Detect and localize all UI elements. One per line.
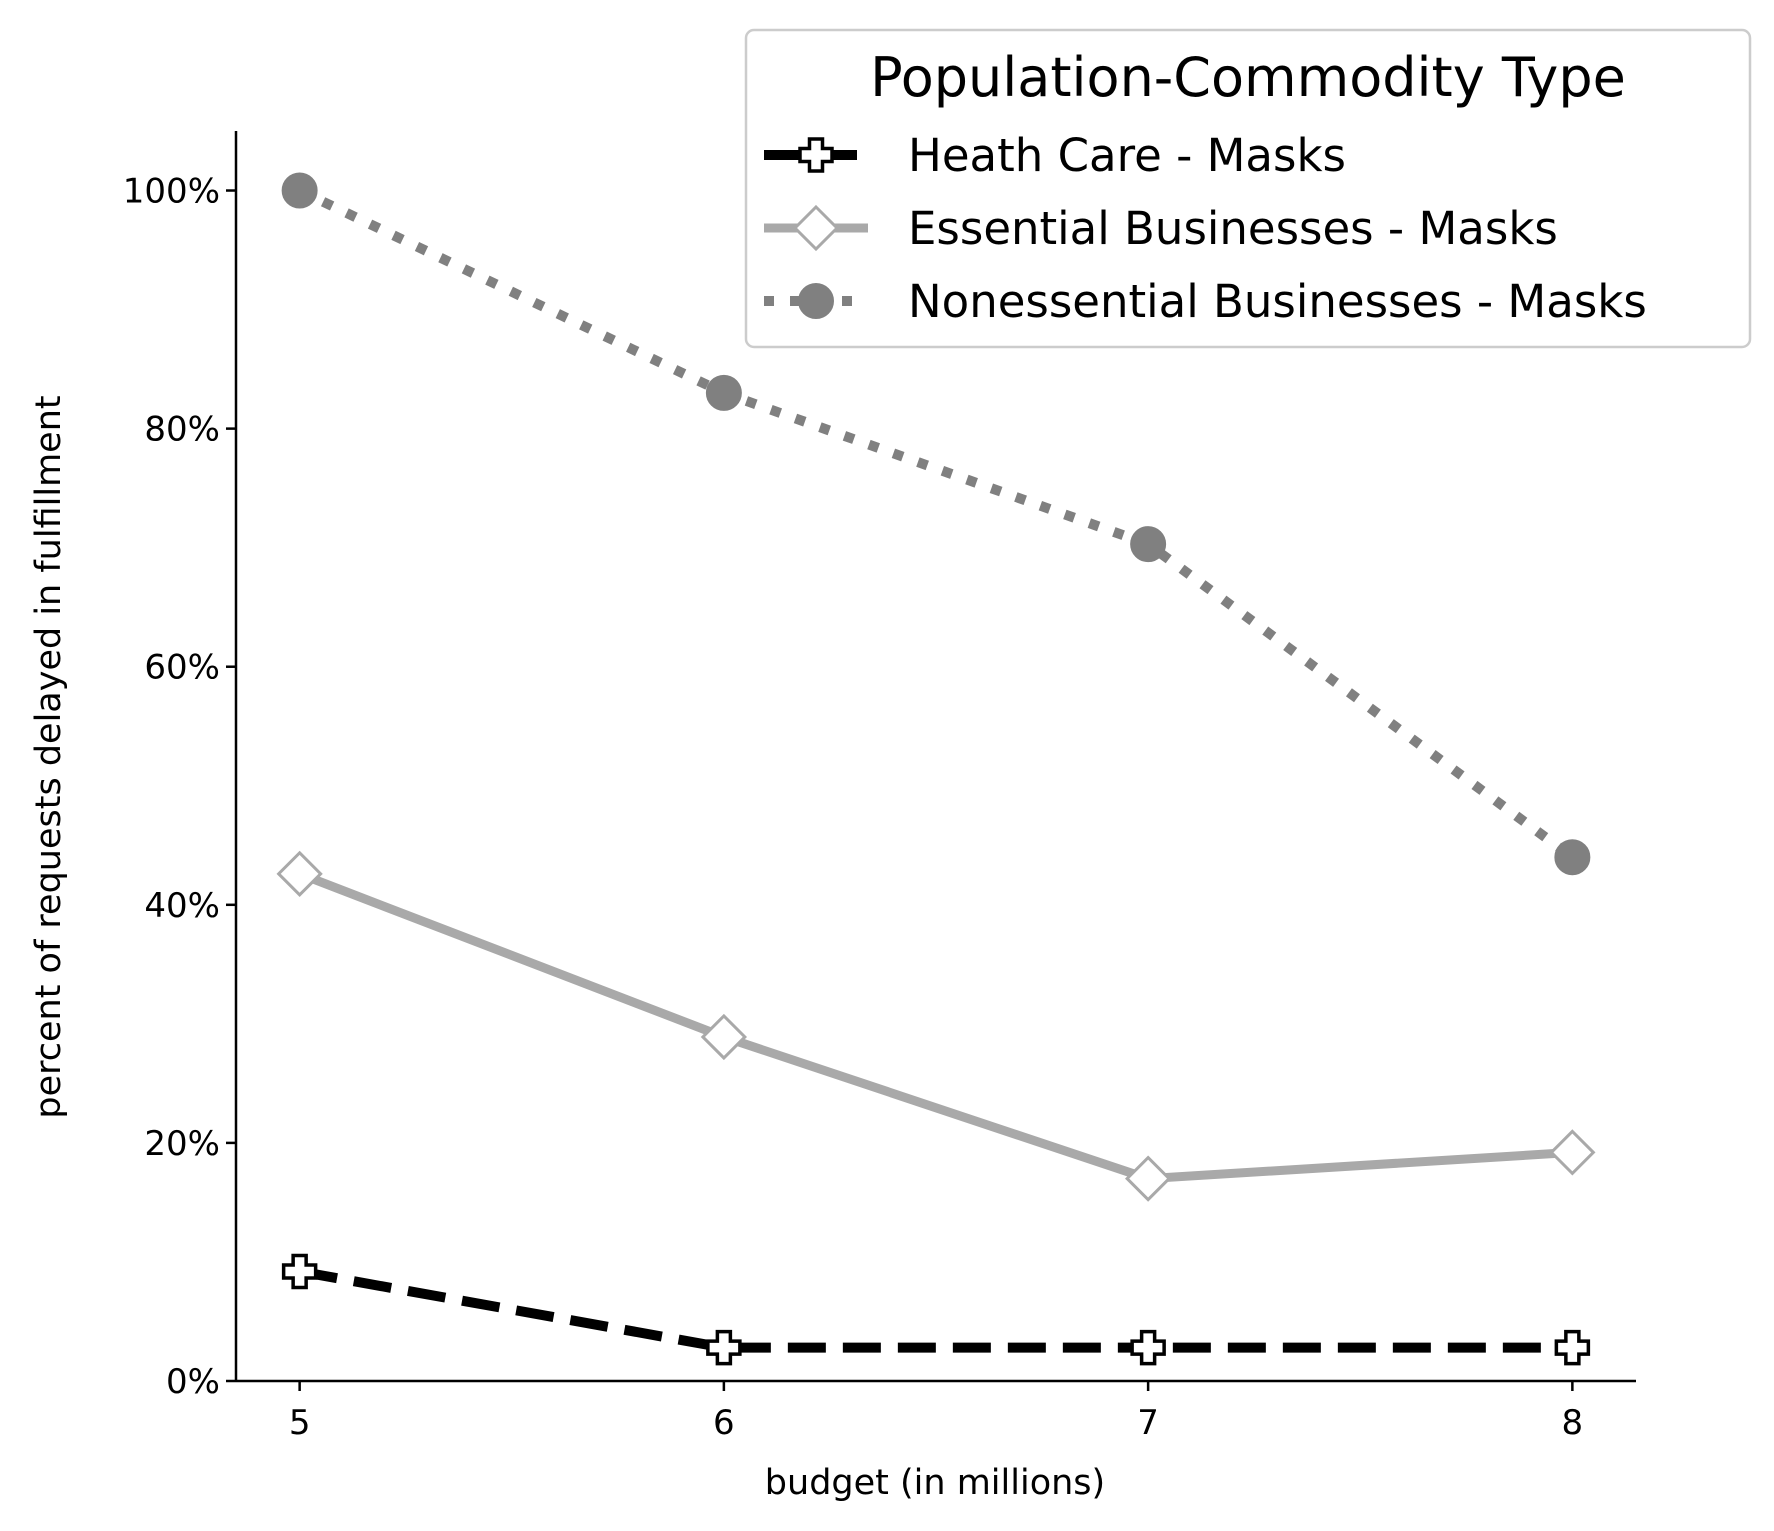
x-tick-label: 5 (289, 1403, 311, 1443)
legend-title: Population-Commodity Type (870, 46, 1626, 109)
x-tick-label: 7 (1137, 1403, 1159, 1443)
y-tick-label: 100% (123, 172, 220, 212)
data-point (281, 1253, 318, 1290)
x-axis-label: budget (in millions) (765, 1463, 1105, 1503)
y-tick-label: 60% (144, 648, 220, 688)
plot-area: 0% 20% 40% 60% 80% 100% 5 6 7 8 (123, 131, 1636, 1443)
legend-marker (798, 137, 834, 173)
legend-label: Nonessential Businesses - Masks (908, 275, 1647, 328)
data-point (706, 1329, 742, 1366)
data-point (1130, 1329, 1166, 1366)
legend-entry: Essential Businesses - Masks (764, 202, 1558, 255)
series-layer (276, 172, 1596, 1366)
data-point (1124, 1155, 1172, 1202)
legend-entry: Heath Care - Masks (764, 129, 1346, 182)
y-tick-label: 40% (144, 886, 220, 926)
x-tick-label: 8 (1562, 1403, 1584, 1443)
legend-label: Essential Businesses - Masks (908, 202, 1558, 255)
series-line (298, 1266, 1573, 1353)
legend: Population-Commodity Type Heath Care - M… (744, 28, 1752, 349)
legend-marker (798, 283, 834, 319)
data-point (700, 1013, 748, 1061)
data-point (1554, 1329, 1591, 1366)
y-axis-label: percent of requests delayed in fulfillme… (29, 395, 69, 1118)
series-0 (281, 1253, 1591, 1366)
x-tick-label: 6 (713, 1403, 735, 1443)
y-tick-label: 80% (144, 410, 220, 450)
data-point (705, 374, 742, 411)
legend-entries: Heath Care - Masks Essential Businesses -… (764, 129, 1647, 328)
data-point (281, 172, 318, 209)
legend-box (744, 28, 1752, 349)
series-line (298, 869, 1573, 1184)
data-point (276, 850, 323, 897)
y-tick-label: 20% (144, 1124, 220, 1164)
series-2 (281, 172, 1591, 876)
y-ticks: 0% 20% 40% 60% 80% 100% (123, 172, 236, 1402)
series-1 (276, 850, 1596, 1202)
legend-marker (792, 204, 840, 252)
x-ticks: 5 6 7 8 (289, 1381, 1583, 1443)
data-point (1549, 1129, 1596, 1176)
legend-entry: Nonessential Businesses - Masks (764, 275, 1647, 328)
legend-label: Heath Care - Masks (908, 129, 1346, 182)
data-point (1130, 526, 1167, 563)
series-line (297, 186, 1576, 862)
data-point (1554, 839, 1591, 876)
y-tick-label: 0% (166, 1362, 220, 1402)
